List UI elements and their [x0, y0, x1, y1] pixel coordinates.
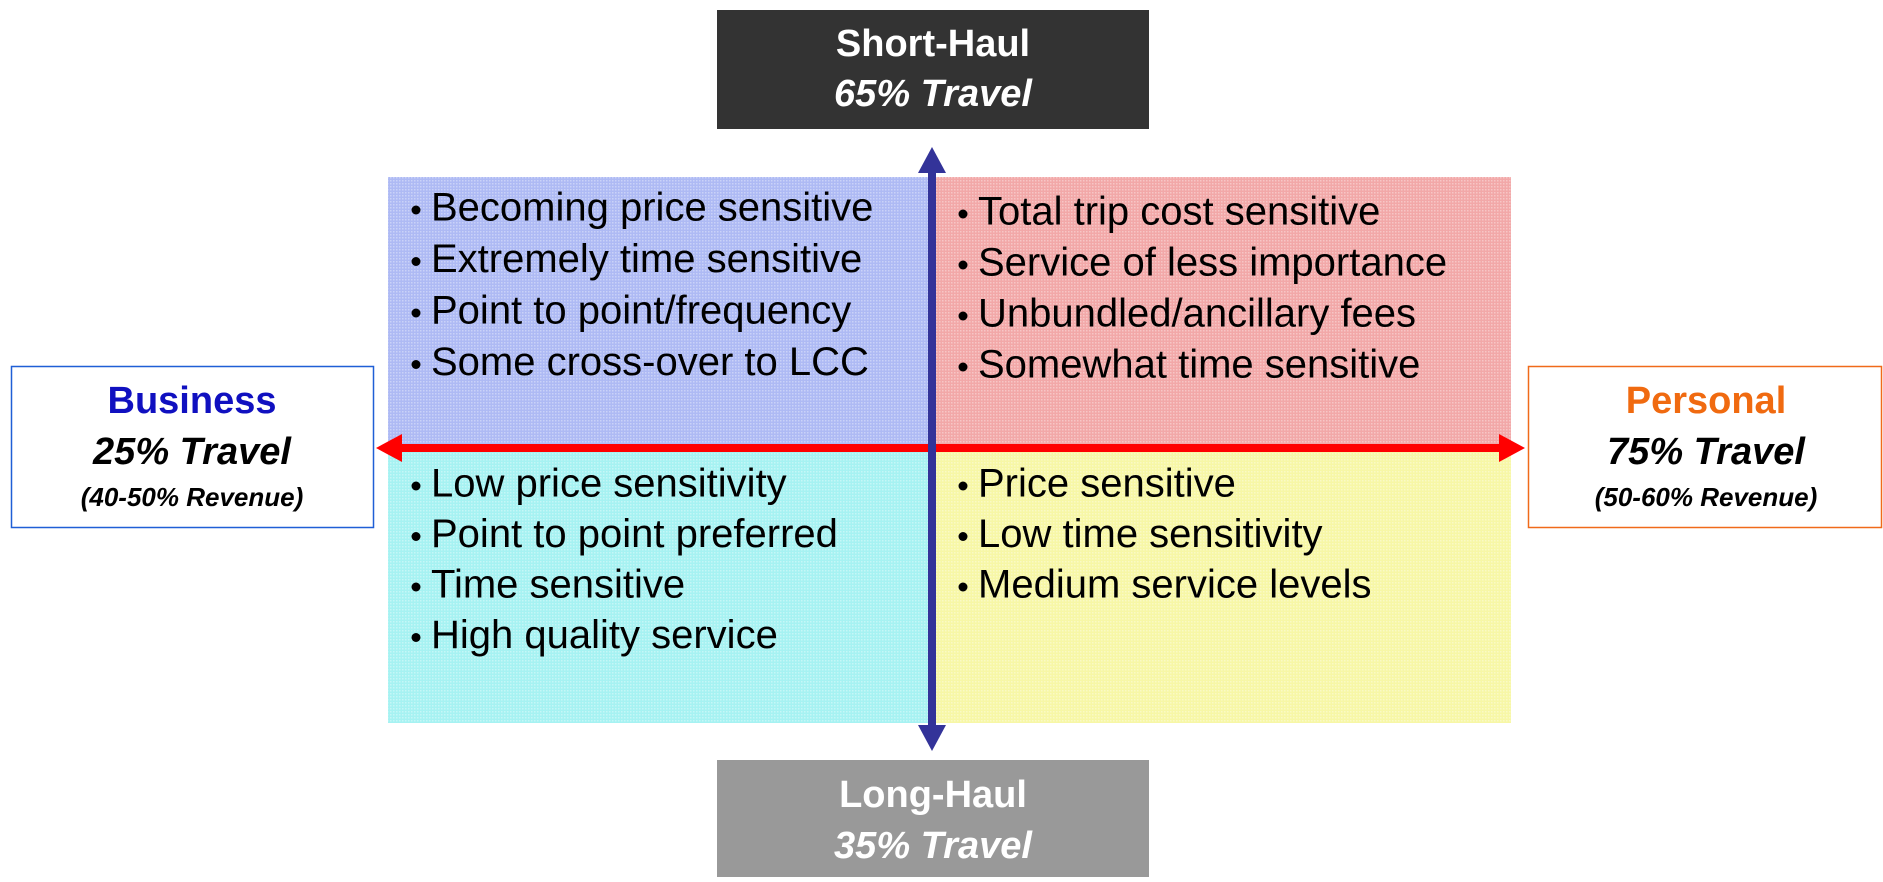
bullet-text: Point to point preferred [431, 512, 838, 556]
bullet [958, 311, 968, 321]
bullet [958, 260, 968, 270]
bullet [411, 532, 421, 541]
left-note: (40-50% Revenue) [81, 482, 304, 512]
bullet-text: Service of less importance [978, 241, 1447, 285]
bottom-box [717, 760, 1149, 877]
bottom-title: Long-Haul [839, 774, 1027, 816]
bullet-text: Total trip cost sensitive [978, 190, 1380, 234]
bullet-text: Becoming price sensitive [431, 186, 873, 230]
bullet [958, 362, 968, 372]
arrow-left [376, 434, 402, 462]
right-note: (50-60% Revenue) [1595, 482, 1818, 512]
bullet-text: High quality service [431, 613, 778, 657]
bullet [411, 257, 421, 266]
left-box [10, 365, 375, 529]
bullet-text: Unbundled/ancillary fees [978, 292, 1416, 336]
bullet-lists: Becoming price sensitive Extremely time s… [411, 186, 1447, 657]
bullet [411, 205, 421, 215]
top-subtitle: 65% Travel [834, 73, 1033, 115]
right-subtitle: 75% Travel [1607, 431, 1806, 473]
bullet-text: Medium service levels [978, 563, 1371, 607]
bullet-text: Price sensitive [978, 462, 1236, 506]
bullet [958, 209, 968, 219]
bullet [411, 633, 421, 642]
bullet-text: Point to point/frequency [431, 289, 851, 333]
bullet-text: Some cross-over to LCC [431, 340, 869, 384]
top-title: Short-Haul [836, 23, 1030, 65]
bullet [411, 360, 421, 369]
bullet-text: Somewhat time sensitive [978, 343, 1420, 387]
bottom-subtitle: 35% Travel [834, 825, 1033, 867]
arrow-right [1499, 434, 1525, 462]
bullet [411, 582, 421, 592]
bullet-text: Low time sensitivity [978, 512, 1323, 556]
bullet [958, 582, 968, 592]
bullet [411, 308, 421, 318]
left-title: Business [108, 380, 277, 422]
arrow-up [918, 147, 946, 173]
bullet [958, 481, 968, 491]
bullet-text: Time sensitive [431, 563, 685, 607]
bullet-text: Extremely time sensitive [431, 237, 862, 281]
bullet [411, 481, 421, 491]
bullet [958, 532, 968, 541]
left-subtitle: 25% Travel [92, 431, 292, 473]
right-title: Personal [1626, 380, 1787, 422]
bullet-text: Low price sensitivity [431, 462, 787, 506]
arrow-down [918, 725, 946, 751]
top-box [717, 10, 1149, 129]
right-box [1527, 365, 1883, 529]
